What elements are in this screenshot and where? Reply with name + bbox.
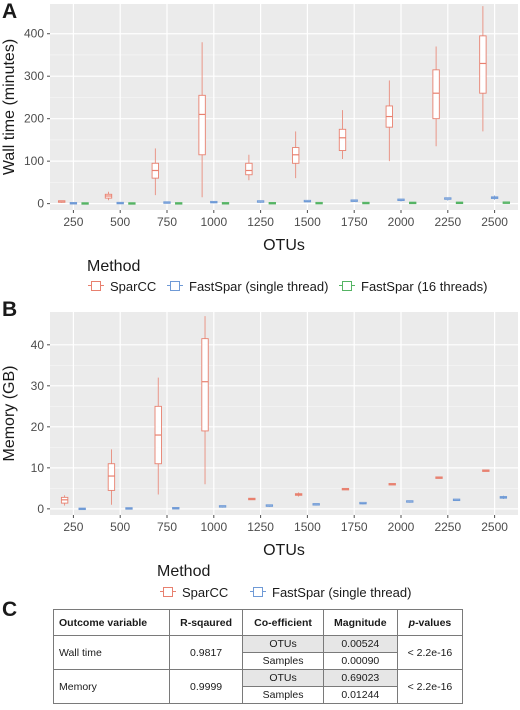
x-tick-label: 500 [110, 215, 130, 229]
cell-mag: 0.69023 [322, 669, 398, 687]
panel-label-c: C [2, 598, 18, 621]
x-tick-label: 1250 [247, 520, 274, 534]
legend-a-fastspar-16-key [339, 278, 355, 294]
cell-coef: Samples [242, 652, 324, 670]
plot-background [50, 312, 518, 515]
x-tick-label: 2500 [481, 215, 508, 229]
wall-time-chart: 0 100 200 300 400 250 500 750 1000 1250 1500 1750 20… [1, 4, 518, 254]
legend-a-title: Method [87, 258, 141, 275]
box [338, 128, 347, 151]
panel-label-a: A [2, 0, 18, 23]
x-tick-label: 1750 [341, 520, 368, 534]
legend-b-sparcc-key [160, 584, 176, 600]
cell-mag: 0.01244 [322, 686, 398, 704]
p-italic: p [408, 616, 416, 629]
legend-a-sparcc-key [88, 278, 104, 294]
legend-b-sparcc-label: SparCC [182, 584, 229, 600]
header-r-squared: R-sqaured [168, 609, 244, 636]
legend-a-sparcc-label: SparCC [110, 278, 157, 294]
legend-b-fastspar-single: FastSpar (single thread) [250, 584, 411, 600]
cell-p: < 2.2e-16 [396, 669, 464, 704]
box [432, 69, 440, 120]
legend-a-fastspar-single-key [167, 278, 183, 294]
memory-chart: 0 10 20 30 40 250 500 750 1000 1250 1500 1750 2000 22… [1, 312, 518, 559]
cell-outcome: Memory [53, 669, 170, 704]
y-tick-label: 0 [37, 502, 44, 516]
header-magnitude: Magnitude [322, 609, 398, 636]
x-tick-label: 500 [110, 520, 130, 534]
y-tick-label: 40 [31, 338, 45, 352]
x-tick-label: 1500 [294, 520, 321, 534]
table-row: Memory 0.9999 OTUs 0.69023 < 2.2e-16 [53, 669, 464, 704]
y-tick-label: 0 [37, 197, 44, 211]
x-tick-label: 1000 [200, 520, 227, 534]
x-tick-label: 2000 [388, 215, 415, 229]
cell-mag: 0.00090 [322, 652, 398, 670]
x-tick-label: 750 [157, 215, 177, 229]
legend-a-fastspar-single-label: FastSpar (single thread) [189, 278, 329, 294]
legend-a-sparcc: SparCC [88, 278, 156, 294]
x-tick-label: 2250 [434, 520, 461, 534]
y-tick-label: 200 [24, 112, 44, 126]
cell-r2: 0.9817 [168, 635, 244, 670]
legend-a-fastspar-16-label: FastSpar (16 threads) [361, 278, 488, 294]
x-tick-label: 2250 [434, 215, 461, 229]
x-tick-label: 2000 [388, 520, 415, 534]
x-tick-label: 2500 [481, 520, 508, 534]
x-tick-label: 1250 [247, 215, 274, 229]
y-tick-label: 100 [24, 154, 44, 168]
legend-a-fastspar-16: FastSpar (16 threads) [339, 278, 487, 294]
table-row: Samples 0.00090 [54, 652, 463, 670]
cell-coef: Samples [242, 686, 324, 704]
x-tick-label: 250 [63, 520, 83, 534]
x-tick-label: 1000 [200, 215, 227, 229]
header-coefficient: Co-efficient [242, 609, 324, 636]
table-row: Samples 0.01244 [54, 686, 463, 704]
x-tick-label: 250 [63, 215, 83, 229]
panel-label-b: B [2, 298, 18, 321]
x-axis-title: OTUs [263, 237, 305, 254]
y-tick-label: 10 [31, 461, 45, 475]
y-tick-label: 30 [31, 379, 45, 393]
cell-outcome: Wall time [53, 635, 170, 670]
legend-a-fastspar-single: FastSpar (single thread) [167, 278, 328, 294]
box [292, 147, 300, 164]
y-axis-title: Memory (GB) [1, 366, 18, 462]
cell-r2: 0.9999 [168, 669, 244, 704]
cell-coef: OTUs [242, 669, 324, 687]
legend-b-fastspar-single-label: FastSpar (single thread) [272, 584, 412, 600]
cell-p: < 2.2e-16 [396, 635, 464, 670]
y-tick-label: 400 [24, 27, 44, 41]
box [107, 463, 116, 491]
cell-mag: 0.00524 [322, 635, 398, 653]
box [201, 338, 209, 432]
y-axis-title: Wall time (minutes) [1, 39, 18, 175]
box [245, 162, 253, 176]
header-outcome: Outcome variable [53, 609, 170, 636]
x-tick-label: 1750 [341, 215, 368, 229]
header-p-values: p-values [396, 609, 464, 636]
x-tick-label: 750 [157, 520, 177, 534]
plot-background [50, 4, 518, 210]
box [198, 94, 206, 156]
legend-b-sparcc: SparCC [160, 584, 228, 600]
x-tick-label: 1500 [294, 215, 321, 229]
y-tick-label: 300 [24, 69, 44, 83]
cell-coef: OTUs [242, 635, 324, 653]
box [479, 35, 487, 94]
regression-table: Outcome variable R-sqaured Co-efficient … [53, 609, 464, 704]
legend-b-fastspar-single-key [250, 584, 266, 600]
legend-b-title: Method [157, 563, 211, 580]
table-header-row: Outcome variable R-sqaured Co-efficient … [53, 609, 464, 636]
table-row: Wall time 0.9817 OTUs 0.00524 < 2.2e-16 [53, 635, 464, 670]
y-tick-label: 20 [31, 420, 45, 434]
x-axis-title: OTUs [263, 542, 305, 559]
